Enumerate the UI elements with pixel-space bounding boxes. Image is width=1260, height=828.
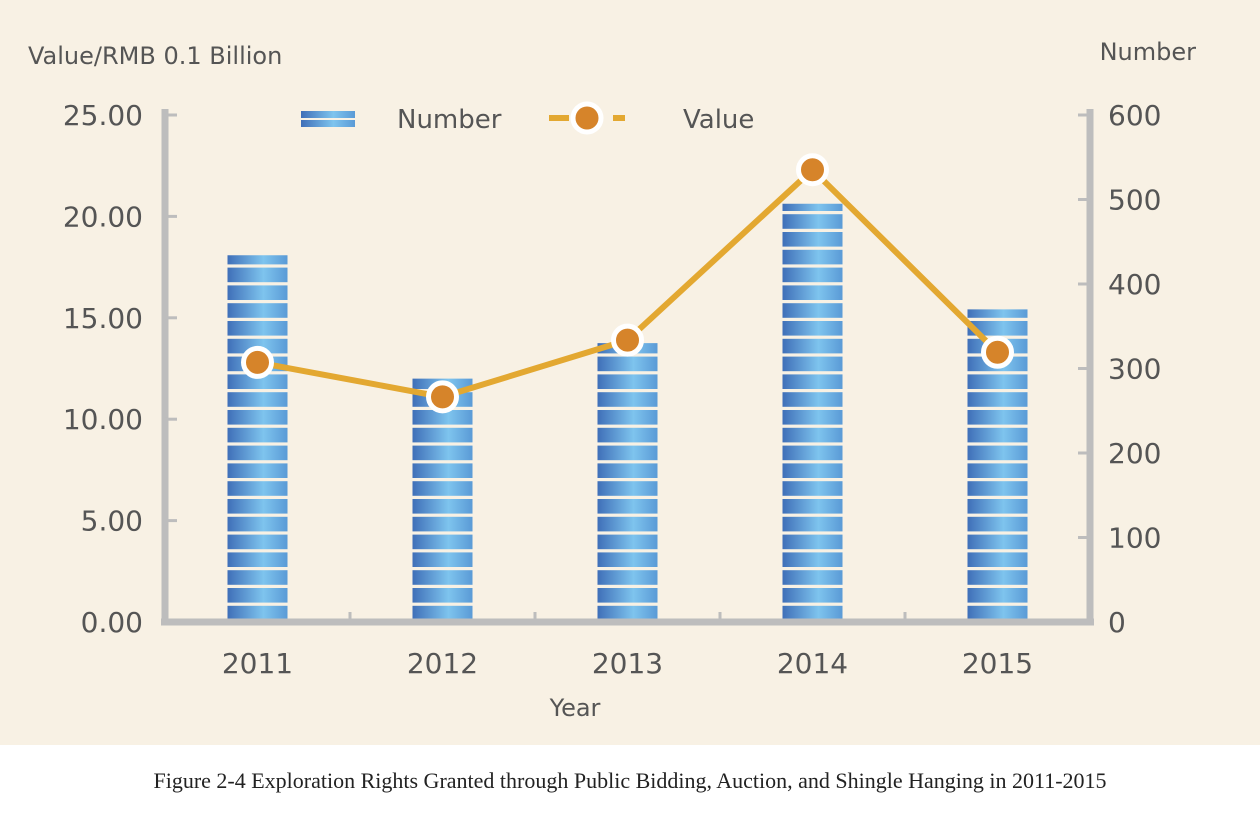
figure-caption: Figure 2-4 Exploration Rights Granted th… (153, 768, 1107, 793)
y-left-tick-label: 20.00 (63, 200, 143, 233)
y-right-tick-label: 500 (1108, 184, 1161, 217)
value-point-2012 (426, 380, 459, 414)
y-axis-left-label: Value/RMB 0.1 Billion (28, 42, 282, 70)
y-left-tick-label: 25.00 (63, 99, 143, 132)
bar-2012 (412, 378, 473, 621)
text-group: Value/RMB 0.1 Billion Number Year 0.00 5.… (28, 38, 1196, 722)
value-point-2014 (796, 153, 829, 187)
value-point-2015 (981, 335, 1014, 369)
value-point-2013 (611, 323, 644, 357)
x-tick-label-2015: 2015 (962, 647, 1033, 680)
y-right-tick-label: 300 (1108, 353, 1161, 386)
y-left-tick-label: 10.00 (63, 403, 143, 436)
y-axis-right-label: Number (1100, 38, 1197, 66)
bar-2014 (782, 203, 843, 621)
y-left-tick-label: 5.00 (81, 505, 143, 538)
axes-group (161, 109, 1094, 626)
y-right-tick-label: 600 (1108, 99, 1161, 132)
legend-number-swatch (301, 111, 355, 127)
legend: Number Value (301, 101, 754, 135)
x-tick-label-2014: 2014 (777, 647, 848, 680)
x-tick-label-2013: 2013 (592, 647, 663, 680)
bar-2015 (967, 309, 1028, 621)
legend-value-marker (570, 101, 604, 135)
bar-2013 (597, 343, 658, 621)
y-right-tick-label: 400 (1108, 268, 1161, 301)
chart-panel: Value/RMB 0.1 Billion Number Year 0.00 5.… (0, 0, 1260, 745)
y-left-tick-label: 15.00 (63, 302, 143, 335)
bars-group (227, 203, 1028, 621)
x-tick-label-2011: 2011 (222, 647, 293, 680)
y-left-tick-label: 0.00 (81, 606, 143, 639)
y-right-tick-label: 200 (1108, 437, 1161, 470)
x-tick-label-2012: 2012 (407, 647, 478, 680)
x-axis-label: Year (549, 694, 601, 722)
y-right-tick-label: 100 (1108, 522, 1161, 555)
legend-number-label: Number (397, 105, 502, 135)
value-line-group (241, 153, 1014, 414)
y-right-tick-label: 0 (1108, 606, 1126, 639)
legend-value-label: Value (683, 105, 754, 135)
chart-svg: Value/RMB 0.1 Billion Number Year 0.00 5.… (28, 38, 1196, 722)
bar-2011 (227, 255, 288, 621)
value-point-2011 (241, 345, 274, 379)
